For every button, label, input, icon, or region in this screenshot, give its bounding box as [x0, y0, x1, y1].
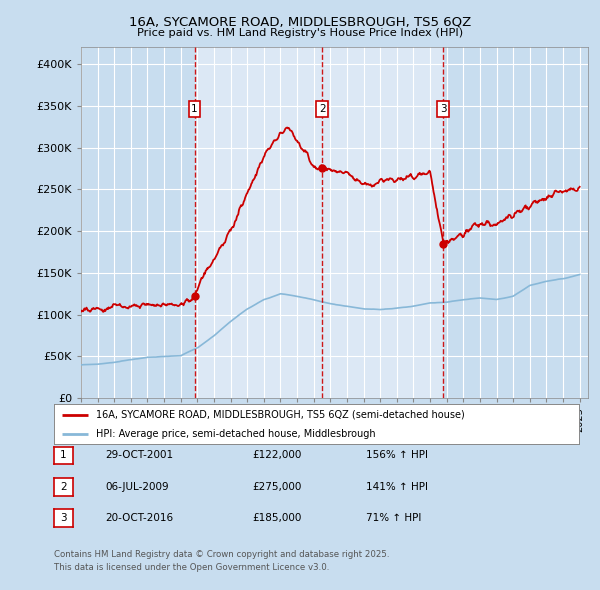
Text: 16A, SYCAMORE ROAD, MIDDLESBROUGH, TS5 6QZ (semi-detached house): 16A, SYCAMORE ROAD, MIDDLESBROUGH, TS5 6…	[96, 410, 465, 420]
Text: 141% ↑ HPI: 141% ↑ HPI	[366, 482, 428, 491]
Text: £275,000: £275,000	[252, 482, 301, 491]
Text: 29-OCT-2001: 29-OCT-2001	[105, 451, 173, 460]
Text: This data is licensed under the Open Government Licence v3.0.: This data is licensed under the Open Gov…	[54, 563, 329, 572]
Text: 71% ↑ HPI: 71% ↑ HPI	[366, 513, 421, 523]
Text: 2: 2	[60, 482, 67, 491]
Text: 2: 2	[319, 104, 326, 114]
Bar	[322, 47, 443, 398]
Text: 3: 3	[60, 513, 67, 523]
Text: 156% ↑ HPI: 156% ↑ HPI	[366, 451, 428, 460]
Text: HPI: Average price, semi-detached house, Middlesbrough: HPI: Average price, semi-detached house,…	[96, 429, 376, 438]
Text: 3: 3	[440, 104, 446, 114]
Text: Price paid vs. HM Land Registry's House Price Index (HPI): Price paid vs. HM Land Registry's House …	[137, 28, 463, 38]
Text: £122,000: £122,000	[252, 451, 301, 460]
Bar	[194, 47, 322, 398]
Text: 1: 1	[60, 451, 67, 460]
Text: 1: 1	[191, 104, 198, 114]
Text: 16A, SYCAMORE ROAD, MIDDLESBROUGH, TS5 6QZ: 16A, SYCAMORE ROAD, MIDDLESBROUGH, TS5 6…	[129, 16, 471, 29]
Text: 06-JUL-2009: 06-JUL-2009	[105, 482, 169, 491]
Text: £185,000: £185,000	[252, 513, 301, 523]
Text: Contains HM Land Registry data © Crown copyright and database right 2025.: Contains HM Land Registry data © Crown c…	[54, 550, 389, 559]
Text: 20-OCT-2016: 20-OCT-2016	[105, 513, 173, 523]
